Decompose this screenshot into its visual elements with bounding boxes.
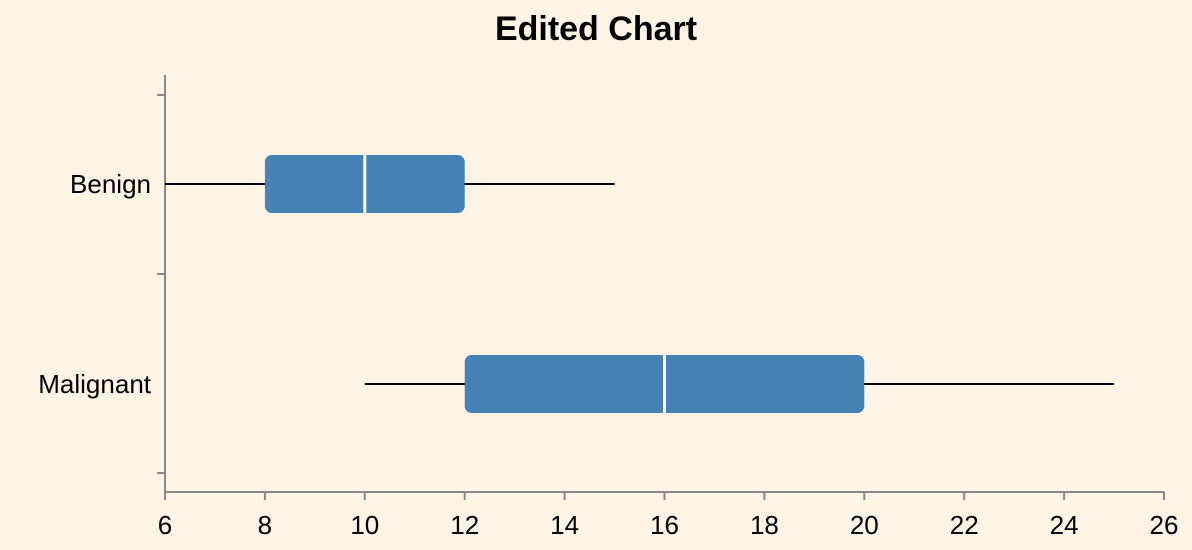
- category-label: Malignant: [38, 369, 152, 399]
- x-tick-label: 20: [850, 510, 879, 540]
- x-tick-label: 8: [258, 510, 272, 540]
- category-label: Benign: [70, 169, 151, 199]
- axes: 6 8 10 12 14 16 18 20 22 24 26 Benign Malignant: [38, 75, 1178, 540]
- x-tick-label: 14: [550, 510, 579, 540]
- x-tick-label: 18: [750, 510, 779, 540]
- chart-title: Edited Chart: [495, 10, 697, 48]
- x-tick-label: 22: [950, 510, 979, 540]
- x-tick-label: 16: [650, 510, 679, 540]
- box-group: [364, 355, 1115, 413]
- x-tick-label: 10: [350, 510, 379, 540]
- boxes: [165, 155, 1115, 413]
- box-group: [165, 155, 615, 213]
- x-tick-label: 24: [1050, 510, 1079, 540]
- x-tick-label: 6: [158, 510, 172, 540]
- x-tick-label: 12: [450, 510, 479, 540]
- x-tick-label: 26: [1150, 510, 1179, 540]
